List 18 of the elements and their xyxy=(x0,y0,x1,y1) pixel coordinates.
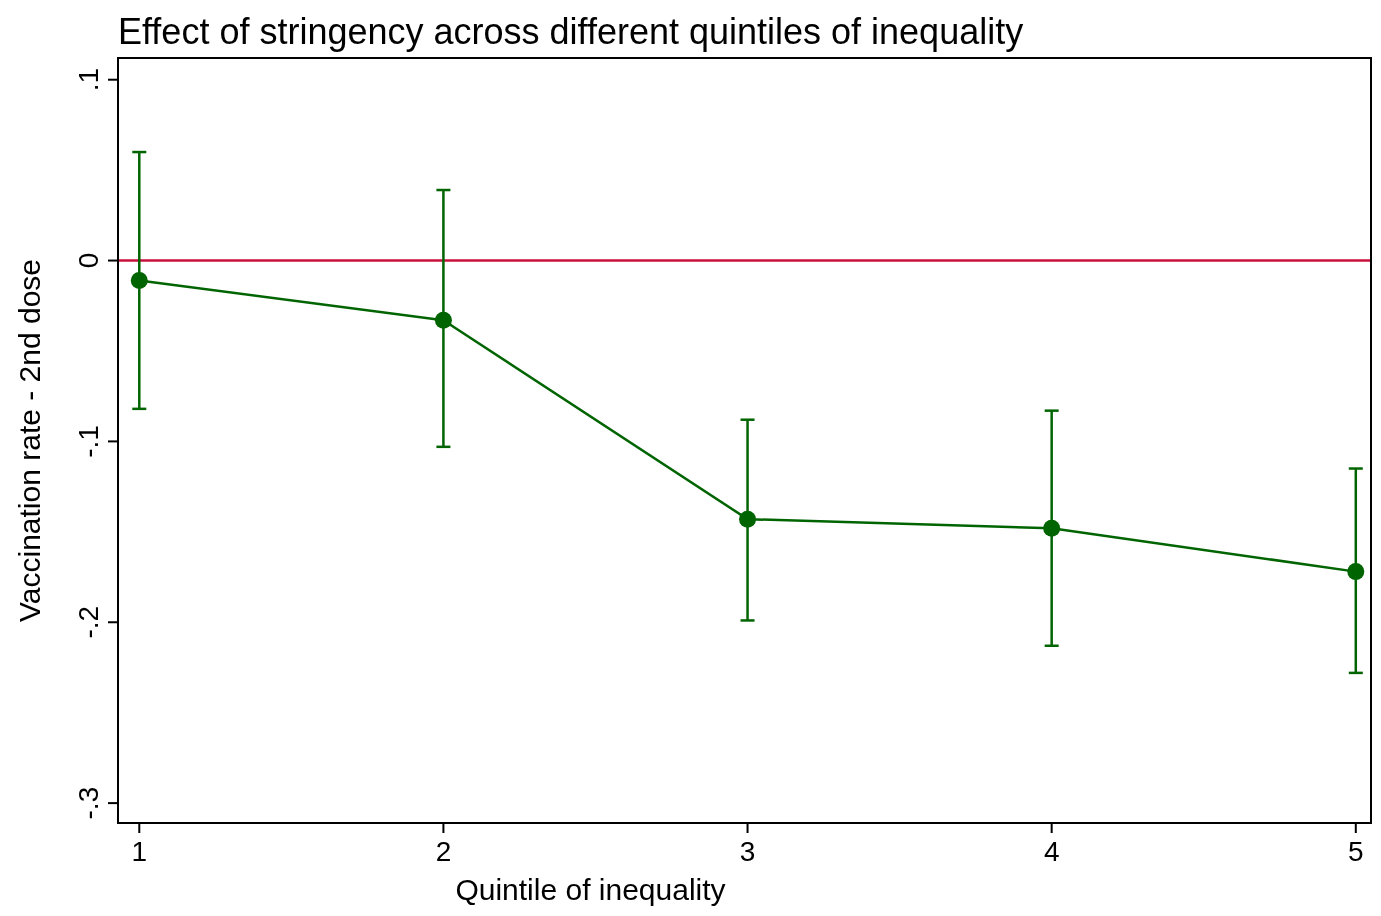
y-tick-label: -.2 xyxy=(73,605,104,639)
x-tick-label: 4 xyxy=(1043,836,1060,867)
x-tick-label: 1 xyxy=(131,836,148,867)
y-tick-label: -.3 xyxy=(73,786,104,820)
point xyxy=(1043,519,1061,537)
chart-title: Effect of stringency across different quintiles of inequality xyxy=(118,11,1024,52)
point xyxy=(1347,563,1365,581)
point xyxy=(434,311,452,329)
y-tick-label: .1 xyxy=(73,68,104,92)
y-tick-label: -.1 xyxy=(73,425,104,458)
x-tick-label: 2 xyxy=(435,836,452,867)
x-tick-label: 3 xyxy=(739,836,756,867)
y-tick-label: 0 xyxy=(73,252,104,269)
point xyxy=(130,271,148,289)
x-tick-label: 5 xyxy=(1348,836,1364,867)
x-axis-title: Quintile of inequality xyxy=(455,873,726,906)
y-axis-title: Vaccination rate - 2nd dose xyxy=(13,258,46,623)
point xyxy=(739,510,757,528)
